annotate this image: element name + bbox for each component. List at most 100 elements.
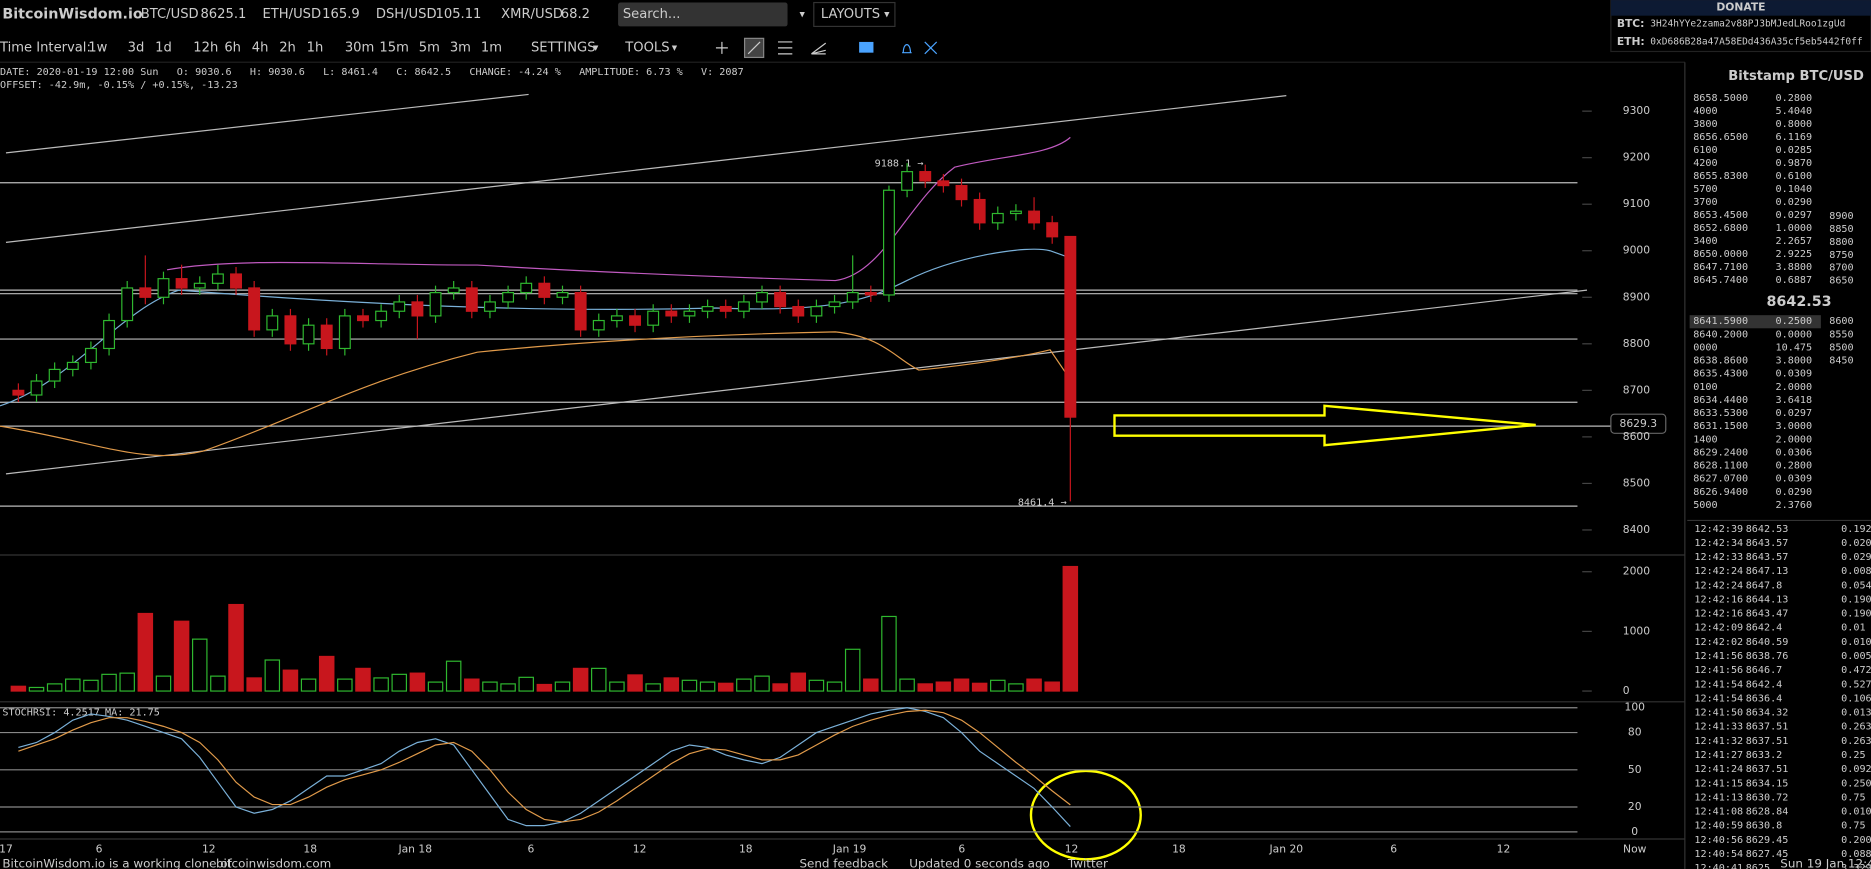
camera-icon[interactable] [859, 41, 874, 53]
fan-icon[interactable] [811, 42, 827, 55]
trade-price: 8634.15 [1746, 778, 1789, 789]
volume-bar [881, 615, 897, 692]
bid-amount: 0.2800 [1776, 461, 1813, 472]
bid-price: 8628.1100 [1693, 461, 1748, 472]
ask-amount: 0.8000 [1776, 119, 1813, 130]
ticker-pair[interactable]: BTC/USD [141, 7, 199, 22]
candle-body [556, 292, 569, 298]
interval-button[interactable]: 6h [224, 40, 241, 55]
x-tick-label: Now [1623, 843, 1647, 856]
interval-button[interactable]: 15m [379, 40, 408, 55]
low-label: 8461.4 → [1018, 498, 1067, 509]
trade-time: 12:42:34 [1694, 538, 1743, 549]
trade-amount: 0.054 [1841, 580, 1871, 591]
ticker-pair[interactable]: ETH/USD [263, 7, 322, 22]
depth-tick-label: 8600 [1829, 316, 1853, 327]
candle-body [320, 324, 333, 350]
interval-button[interactable]: 12h [193, 40, 218, 55]
settings-menu[interactable]: SETTINGS [531, 40, 596, 55]
fib-icon[interactable] [777, 41, 793, 55]
trade-price: 8643.57 [1746, 538, 1789, 549]
candle-body [1046, 222, 1059, 238]
footer-link[interactable]: bitcoinwisdom.com [216, 857, 331, 869]
trade-price: 8627.45 [1746, 849, 1789, 860]
interval-button[interactable]: 4h [252, 40, 269, 55]
trade-amount: 0.013 [1841, 708, 1871, 719]
interval-button[interactable]: 5m [419, 40, 440, 55]
twitter-link[interactable]: Twitter [1067, 857, 1108, 869]
stoch-k-line [18, 707, 1071, 827]
y-tick-label: 0 [1623, 684, 1630, 697]
volume-bar [46, 683, 63, 692]
volume-bar [844, 648, 861, 692]
candle-body [846, 292, 859, 303]
trade-amount: 0.029 [1841, 552, 1871, 563]
trade-time: 12:41:33 [1694, 722, 1743, 733]
volume-bar [101, 673, 117, 692]
trade-price: 8643.57 [1746, 552, 1789, 563]
interval-button[interactable]: 3m [450, 40, 471, 55]
logo[interactable]: BitcoinWisdom.io [2, 6, 142, 22]
trade-amount: 0.020 [1841, 538, 1871, 549]
trade-price: 8633.2 [1746, 750, 1783, 761]
volume-bar [210, 675, 226, 692]
interval-button[interactable]: 1d [155, 40, 172, 55]
depth-tick-label: 8500 [1829, 342, 1853, 353]
trade-amount: 0.010 [1841, 637, 1871, 648]
volume-bar [990, 679, 1006, 692]
y-tick-label: 9300 [1623, 104, 1650, 117]
ask-price: 8645.7400 [1693, 275, 1748, 286]
ticker-pair[interactable]: XMR/USD [501, 7, 563, 22]
bell-icon[interactable] [902, 44, 912, 54]
interval-button[interactable]: 3d [128, 40, 145, 55]
volume-bar [155, 675, 172, 692]
ask-price: 5700 [1693, 184, 1717, 195]
volume-bar [373, 677, 389, 692]
search-box[interactable] [618, 2, 788, 27]
candle-body [230, 273, 242, 289]
search-dropdown[interactable]: ▾ [799, 7, 805, 20]
search-placeholder[interactable]: Search... [623, 7, 681, 22]
interval-button[interactable]: 1m [481, 40, 502, 55]
bid-amount: 0.2500 [1776, 316, 1813, 327]
trade-amount: 0.263 [1841, 736, 1871, 747]
volume-bar [28, 686, 45, 692]
feedback-link[interactable]: Send feedback [799, 857, 888, 869]
layouts-button[interactable] [813, 1, 896, 28]
candle-body [84, 347, 97, 364]
candle-body [211, 273, 224, 284]
trend-line [5, 289, 1588, 475]
ticker-pair[interactable]: DSH/USD [376, 7, 437, 22]
upper-band [166, 136, 1071, 282]
interval-button[interactable]: 30m [345, 40, 374, 55]
interval-button[interactable]: 1h [307, 40, 324, 55]
interval-button[interactable]: 1w [88, 40, 107, 55]
middle-band [0, 248, 1071, 407]
volume-bar [971, 682, 988, 692]
ask-amount: 2.2657 [1776, 236, 1813, 247]
crosshair-icon[interactable] [715, 41, 728, 54]
ask-amount: 2.9225 [1776, 249, 1813, 260]
eth-address: 0xD686B28a47A58EDd436A35cf5eb5442f0ff [1650, 36, 1862, 47]
candle-body [756, 292, 768, 303]
bid-amount: 0.0309 [1776, 474, 1813, 485]
tools-menu[interactable]: TOOLS [624, 40, 669, 55]
ask-amount: 0.6887 [1776, 275, 1813, 286]
interval-button[interactable]: 2h [279, 40, 296, 55]
ticker-price: 105.11 [436, 7, 482, 22]
volume-bar [500, 683, 516, 692]
volume-bar [917, 683, 933, 692]
bid-amount: 2.0000 [1776, 434, 1813, 445]
volume-bar [754, 675, 770, 692]
volume-bar [699, 681, 716, 692]
x-tick-label: 18 [303, 843, 317, 856]
trade-time: 12:42:24 [1694, 580, 1743, 591]
trade-time: 12:41:13 [1694, 792, 1743, 803]
layouts-label[interactable]: LAYOUTS [821, 7, 880, 22]
ask-price: 8650.0000 [1693, 249, 1748, 260]
y-tick-label: 8400 [1623, 523, 1650, 536]
trade-price: 8638.76 [1746, 651, 1789, 662]
trade-amount: 0.527 [1841, 679, 1871, 690]
fullscreen-icon[interactable] [924, 41, 938, 55]
